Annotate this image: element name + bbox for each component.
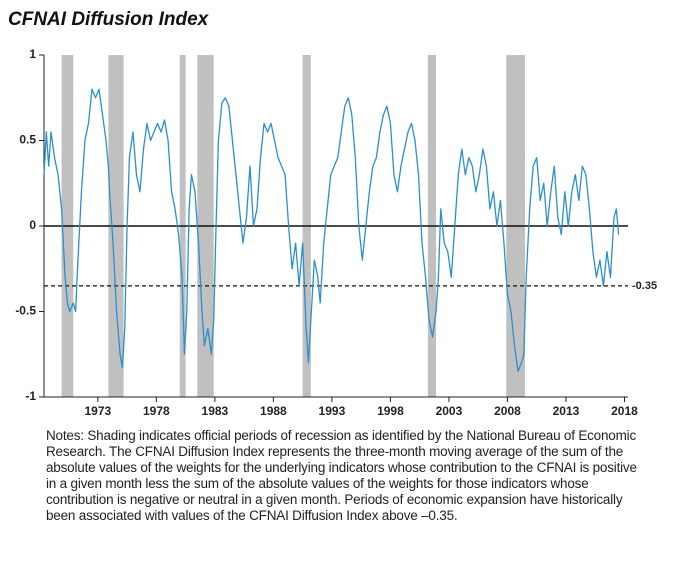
x-tick-label: 1988 [260,404,287,418]
chart: CFNAI Diffusion Index -1 -0.5 0 0.5 1 1973 197… [8,9,657,418]
y-tick-label: -0.5 [15,304,36,318]
y-tick-label: 0.5 [19,133,36,147]
x-tick-label: 1993 [319,404,346,418]
notes: Notes: Shading indicates official period… [46,428,637,523]
y-tick-label: 0 [29,218,36,232]
x-tick-label: 2003 [436,404,463,418]
x-tick-label: 2018 [611,404,638,418]
chart-title: CFNAI Diffusion Index [8,9,210,30]
x-tick-label: 1973 [84,404,111,418]
x-tick-label: 2008 [494,404,521,418]
reference-label: -0.35 [632,280,657,292]
y-tick-label: 1 [29,47,36,61]
x-tick-label: 1978 [143,404,170,418]
x-tick-label: 2013 [553,404,580,418]
x-tick-label: 1998 [377,404,404,418]
data-line [43,88,620,372]
x-tick-label: 1983 [202,404,229,418]
y-tick-label: -1 [25,389,36,403]
